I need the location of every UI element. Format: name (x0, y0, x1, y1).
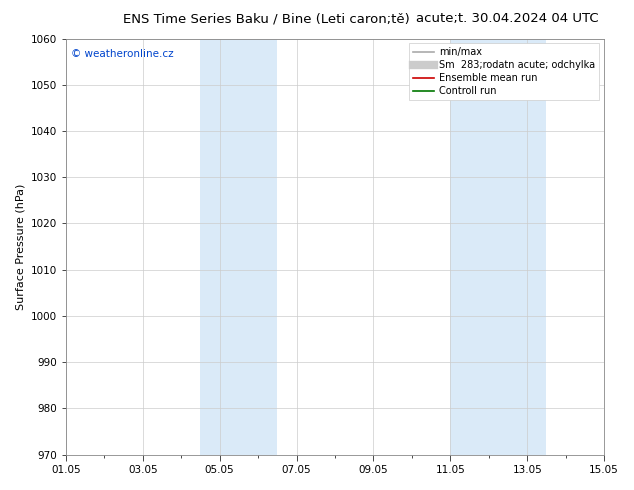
Text: acute;t. 30.04.2024 04 UTC: acute;t. 30.04.2024 04 UTC (416, 12, 598, 25)
Legend: min/max, Sm  283;rodatn acute; odchylka, Ensemble mean run, Controll run: min/max, Sm 283;rodatn acute; odchylka, … (409, 44, 599, 100)
Text: © weatheronline.cz: © weatheronline.cz (71, 49, 174, 59)
Text: ENS Time Series Baku / Bine (Leti caron;tě): ENS Time Series Baku / Bine (Leti caron;… (123, 12, 410, 25)
Bar (450, 39, 547, 455)
Bar (200, 39, 277, 455)
Y-axis label: Surface Pressure (hPa): Surface Pressure (hPa) (15, 183, 25, 310)
